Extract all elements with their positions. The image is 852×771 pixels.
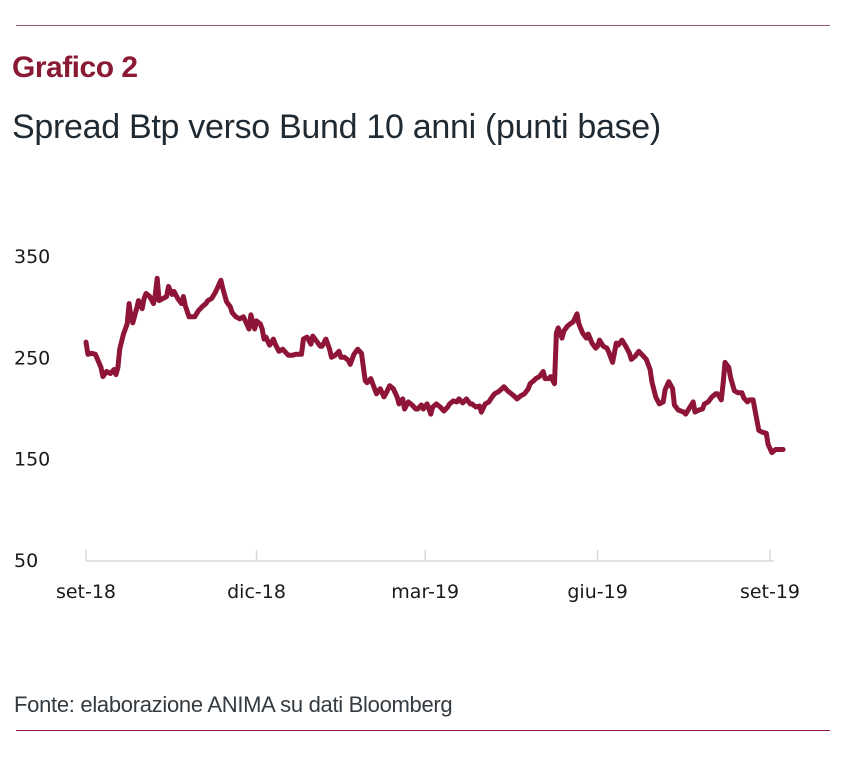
y-tick-label: 250 bbox=[14, 347, 50, 369]
x-tick-label: set-18 bbox=[56, 581, 116, 603]
chart-number: Grafico 2 bbox=[12, 51, 138, 84]
y-tick-label: 150 bbox=[14, 449, 50, 471]
bottom-divider bbox=[16, 730, 830, 731]
x-tick-label: giu-19 bbox=[567, 581, 627, 603]
x-tick-label: mar-19 bbox=[391, 581, 459, 603]
y-axis-labels: 50 150 250 350 bbox=[14, 246, 50, 572]
x-tick-label: dic-18 bbox=[227, 581, 286, 603]
x-axis-labels: set-18 dic-18 mar-19 giu-19 set-19 bbox=[56, 581, 800, 603]
x-axis bbox=[85, 550, 774, 562]
series-line-spread bbox=[83, 275, 786, 456]
y-tick-label: 50 bbox=[14, 550, 38, 572]
x-tick-label: set-19 bbox=[740, 581, 800, 603]
y-tick-label: 350 bbox=[14, 246, 50, 268]
source-note: Fonte: elaborazione ANIMA su dati Bloomb… bbox=[14, 692, 453, 717]
series-group bbox=[83, 275, 786, 456]
top-divider bbox=[16, 25, 830, 26]
chart-title: Spread Btp verso Bund 10 anni (punti bas… bbox=[12, 108, 661, 146]
